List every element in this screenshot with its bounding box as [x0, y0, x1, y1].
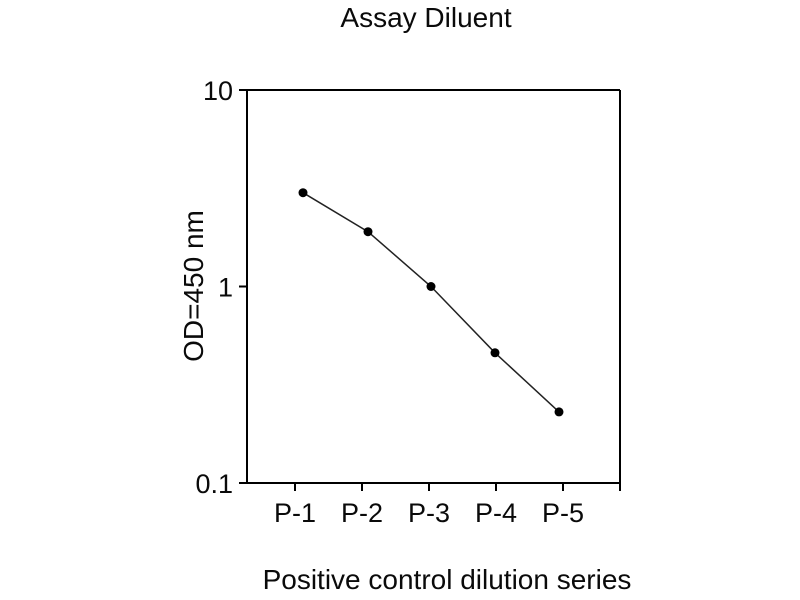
x-axis-ticks: P-1 P-2 P-3 P-4 P-5: [274, 483, 584, 528]
data-series: [298, 188, 564, 417]
data-point: [490, 348, 500, 358]
x-tick-label: P-2: [341, 498, 383, 528]
y-tick-label: 10: [203, 76, 233, 106]
x-tick-label: P-4: [475, 498, 517, 528]
x-tick-label: P-5: [542, 498, 584, 528]
x-tick-label: P-3: [408, 498, 450, 528]
data-point: [298, 188, 308, 198]
y-axis-ticks: 10 1 0.1: [195, 76, 247, 499]
series-line: [302, 192, 560, 413]
y-tick-label: 1: [218, 273, 233, 303]
x-axis-label: Positive control dilution series: [263, 564, 632, 595]
plot-frame: [246, 89, 621, 491]
data-point: [554, 407, 564, 417]
y-axis-label: OD=450 nm: [178, 210, 209, 362]
x-tick-label: P-1: [274, 498, 316, 528]
y-tick-label: 0.1: [195, 469, 233, 499]
chart-title: Assay Diluent: [340, 2, 511, 33]
data-point: [426, 282, 436, 291]
data-point: [363, 227, 373, 237]
